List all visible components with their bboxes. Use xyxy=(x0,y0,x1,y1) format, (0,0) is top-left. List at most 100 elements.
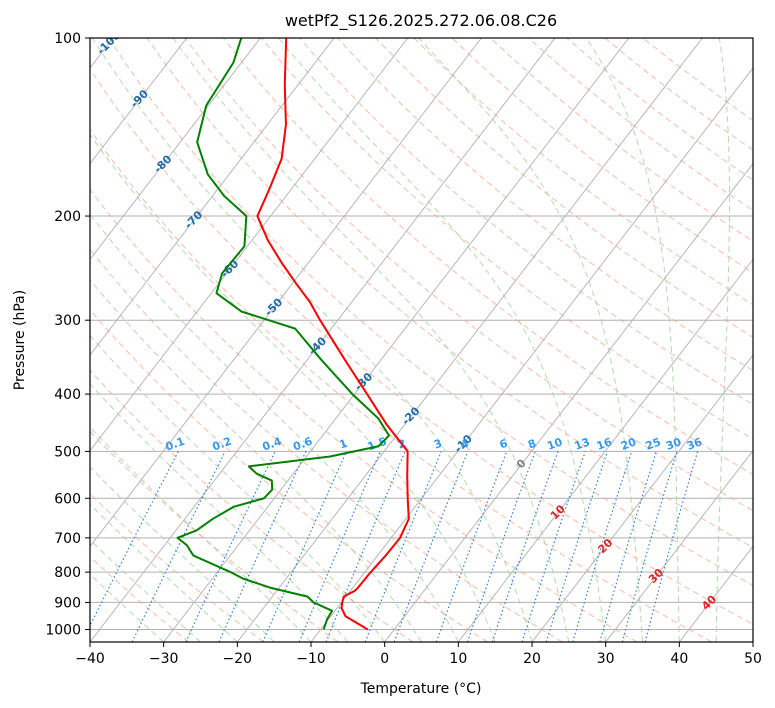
mixing-ratio-label: 1 xyxy=(338,437,350,452)
isotherm-line xyxy=(384,162,753,642)
isotherm-line xyxy=(531,354,753,642)
isotherm-line xyxy=(90,38,409,452)
x-tick-label: 0 xyxy=(380,651,389,667)
mixing-ratio-line xyxy=(621,451,678,642)
dry-adiabat xyxy=(90,68,753,625)
mixing-ratio-label: 6 xyxy=(498,437,510,452)
mixing-ratio-label: 1.5 xyxy=(366,435,389,454)
mixing-ratio-line xyxy=(325,451,406,642)
x-tick-label: −40 xyxy=(75,651,105,667)
moist-adiabat xyxy=(90,279,422,642)
x-tick-label: −10 xyxy=(296,651,326,667)
mixing-ratio-label: 0.2 xyxy=(211,435,234,454)
dry-adiabat xyxy=(375,38,753,338)
dry-adiabat xyxy=(90,555,190,642)
moist-adiabat xyxy=(90,539,201,642)
mixing-ratio-label: 20 xyxy=(619,435,638,453)
mixing-ratio-label: 16 xyxy=(595,435,614,453)
isotherm-line xyxy=(90,38,335,356)
x-tick-label: 30 xyxy=(597,651,615,667)
y-tick-label: 200 xyxy=(54,209,81,225)
y-tick-label: 400 xyxy=(54,387,81,403)
x-axis-ticks: −40 −30 −20 −10 0 10 20 30 40 50 xyxy=(75,642,762,667)
isobar-grid xyxy=(90,38,753,630)
moist-adiabat xyxy=(90,466,275,642)
moist-adiabat xyxy=(90,503,238,642)
mixing-ratio-lines xyxy=(90,451,699,642)
dry-adiabat xyxy=(413,38,753,306)
isotherm-line xyxy=(90,38,556,642)
dry-adiabat xyxy=(337,38,753,372)
mixing-ratio-line xyxy=(545,451,608,642)
mixing-ratio-line xyxy=(521,451,586,642)
y-tick-label: 700 xyxy=(54,531,81,547)
mixing-ratio-label: 25 xyxy=(644,435,663,452)
moist-adiabat xyxy=(418,38,643,642)
y-tick-label: 600 xyxy=(54,491,81,507)
moist-adiabat xyxy=(172,38,570,642)
dewpoint-profile xyxy=(176,38,390,630)
mixing-ratio-line xyxy=(466,451,536,642)
mixing-ratio-label: 36 xyxy=(685,435,704,453)
x-tick-label: 20 xyxy=(523,651,541,667)
dry-adiabats xyxy=(90,38,753,642)
isotherm-line xyxy=(236,38,703,642)
mixing-ratio-label: 8 xyxy=(526,437,538,452)
plot-frame xyxy=(89,37,754,643)
mixing-ratio-label: 0.6 xyxy=(291,435,314,454)
x-tick-label: 10 xyxy=(449,651,467,667)
isotherm-line xyxy=(457,258,753,642)
mixing-ratio-label: 13 xyxy=(573,435,592,452)
mixing-ratio-label: 10 xyxy=(545,435,564,453)
isotherm-grid xyxy=(90,38,753,642)
y-tick-label: 1000 xyxy=(45,622,81,638)
chart-title: wetPf2_S126.2025.272.06.08.C26 xyxy=(285,11,557,31)
dry-adiabat xyxy=(108,38,753,587)
isotherm-line xyxy=(90,38,261,261)
y-tick-label: 100 xyxy=(54,31,81,47)
mixing-ratio-line xyxy=(491,451,559,642)
isotherm-line xyxy=(90,38,188,165)
y-tick-label: 900 xyxy=(54,595,81,611)
isotherm-line xyxy=(90,38,482,548)
temperature-profile xyxy=(256,38,410,631)
moist-adiabat xyxy=(278,38,607,642)
dry-adiabat xyxy=(299,38,753,406)
mixing-ratio-line xyxy=(298,451,381,642)
x-tick-label: −20 xyxy=(223,651,253,667)
mixing-ratio-line xyxy=(364,451,442,642)
moist-adiabat xyxy=(585,38,680,642)
mixing-ratio-line xyxy=(393,451,469,642)
isotherm-line xyxy=(310,67,753,642)
y-tick-label: 500 xyxy=(54,444,81,460)
y-axis-label: Pressure (hPa) xyxy=(12,290,28,390)
dry-adiabat xyxy=(90,128,712,642)
dry-adiabat xyxy=(184,38,753,512)
moist-adiabat xyxy=(90,133,496,642)
dry-adiabat xyxy=(90,188,638,642)
isotherm-line xyxy=(163,38,630,642)
mixing-ratio-label: 4 xyxy=(459,437,471,452)
moist-adiabat xyxy=(715,38,731,642)
sounding-profiles xyxy=(176,38,410,631)
moist-adiabat xyxy=(90,573,165,642)
moist-adiabat xyxy=(90,213,459,642)
mixing-ratio-line xyxy=(90,451,179,627)
mixing-ratio-line xyxy=(262,451,348,642)
mixing-ratio-line xyxy=(435,451,508,642)
moist-adiabat xyxy=(92,38,533,642)
mixing-ratio-line xyxy=(572,451,633,642)
mixing-ratio-line xyxy=(599,451,657,642)
moist-adiabat xyxy=(90,426,312,642)
mixing-ratio-label: 30 xyxy=(664,435,683,453)
x-tick-label: −30 xyxy=(149,651,179,667)
isotherm-line xyxy=(605,449,753,642)
mixing-ratio-label: 3 xyxy=(432,437,444,452)
y-tick-label: 800 xyxy=(54,565,81,581)
y-axis-ticks: 100 200 300 400 500 600 700 800 900 1000 xyxy=(45,31,90,638)
y-tick-label: 300 xyxy=(54,313,81,329)
dry-adiabat xyxy=(90,430,339,642)
mixing-ratio-label: 0.1 xyxy=(164,435,187,454)
mixing-ratio-line xyxy=(644,451,699,642)
